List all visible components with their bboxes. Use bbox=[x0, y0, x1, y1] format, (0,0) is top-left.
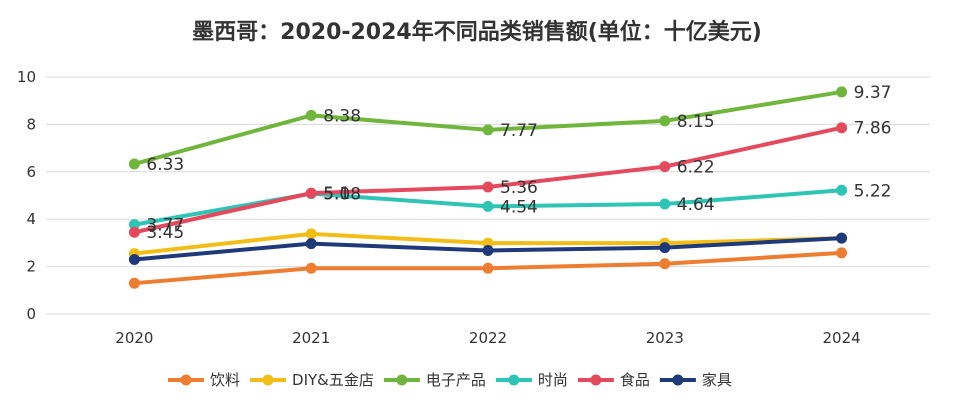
legend: 饮料 DIY&五金店 电子产品 时尚 食品 家具 bbox=[168, 371, 732, 389]
data-point bbox=[482, 262, 494, 274]
legend-label: 时尚 bbox=[538, 371, 568, 389]
data-point bbox=[305, 187, 317, 199]
data-label: 4.54 bbox=[500, 197, 538, 217]
legend-marker bbox=[180, 374, 192, 386]
data-label: 5.22 bbox=[854, 181, 892, 201]
legend-label: 食品 bbox=[620, 371, 650, 389]
legend-label: 家具 bbox=[702, 371, 732, 389]
data-point bbox=[836, 122, 848, 134]
data-label: 8.15 bbox=[677, 112, 715, 132]
data-point bbox=[128, 253, 140, 265]
legend-item: 时尚 bbox=[495, 371, 568, 389]
y-tick-label: 0 bbox=[26, 305, 36, 323]
data-point bbox=[482, 124, 494, 136]
legend-item: DIY&五金店 bbox=[250, 371, 374, 389]
legend-item: 食品 bbox=[577, 371, 650, 389]
x-tick-label: 2024 bbox=[823, 329, 861, 347]
x-tick-label: 2022 bbox=[469, 329, 507, 347]
data-label: 8.38 bbox=[323, 106, 361, 126]
data-point bbox=[836, 232, 848, 244]
series-4 bbox=[128, 122, 848, 238]
data-point bbox=[659, 115, 671, 127]
data-label: 4.64 bbox=[677, 195, 715, 215]
data-label: 3.77 bbox=[146, 216, 184, 236]
data-label: 9.37 bbox=[854, 83, 892, 103]
y-tick-label: 10 bbox=[17, 68, 36, 86]
legend-label: DIY&五金店 bbox=[292, 371, 374, 389]
legend-label: 电子产品 bbox=[426, 371, 486, 389]
data-point bbox=[482, 244, 494, 256]
legend-item: 饮料 bbox=[168, 371, 240, 389]
data-point bbox=[836, 86, 848, 98]
x-tick-label: 2021 bbox=[292, 329, 330, 347]
data-point bbox=[128, 277, 140, 289]
legend-marker bbox=[262, 374, 274, 386]
legend-item: 电子产品 bbox=[383, 371, 486, 389]
data-point bbox=[659, 161, 671, 173]
chart-title: 墨西哥：2020-2024年不同品类销售额(单位：十亿美元) bbox=[192, 20, 762, 45]
legend-marker bbox=[396, 374, 408, 386]
data-point bbox=[128, 226, 140, 238]
y-tick-label: 4 bbox=[26, 210, 36, 228]
legend-item: 家具 bbox=[659, 371, 732, 389]
data-point bbox=[659, 258, 671, 270]
data-point bbox=[305, 238, 317, 250]
data-label: 7.86 bbox=[854, 119, 892, 139]
data-label: 3.45 bbox=[146, 223, 184, 243]
y-tick-label: 8 bbox=[26, 115, 36, 133]
legend-label: 饮料 bbox=[210, 371, 240, 389]
x-tick-label: 2023 bbox=[646, 329, 684, 347]
data-point bbox=[659, 198, 671, 210]
data-label: 6.33 bbox=[146, 155, 184, 175]
legend-marker bbox=[508, 374, 520, 386]
y-tick-label: 6 bbox=[26, 163, 36, 181]
data-point bbox=[836, 184, 848, 196]
series-2 bbox=[128, 86, 848, 170]
series-5 bbox=[128, 232, 848, 265]
data-point bbox=[305, 109, 317, 121]
series-line bbox=[132, 125, 844, 235]
data-label: 5.1 bbox=[323, 184, 350, 204]
data-point bbox=[482, 200, 494, 212]
data-point bbox=[128, 219, 140, 231]
data-point bbox=[305, 228, 317, 240]
data-label: 5.08 bbox=[323, 185, 361, 205]
legend-marker bbox=[672, 374, 684, 386]
data-label: 7.77 bbox=[500, 121, 538, 141]
data-point bbox=[659, 242, 671, 254]
data-point bbox=[482, 181, 494, 193]
x-tick-label: 2020 bbox=[115, 329, 153, 347]
data-label: 5.36 bbox=[500, 178, 538, 198]
data-point bbox=[836, 247, 848, 259]
y-tick-label: 2 bbox=[26, 258, 36, 276]
data-point bbox=[305, 262, 317, 274]
legend-marker bbox=[590, 374, 602, 386]
series-0 bbox=[128, 247, 848, 289]
data-point bbox=[128, 158, 140, 170]
data-label: 6.22 bbox=[677, 158, 715, 178]
